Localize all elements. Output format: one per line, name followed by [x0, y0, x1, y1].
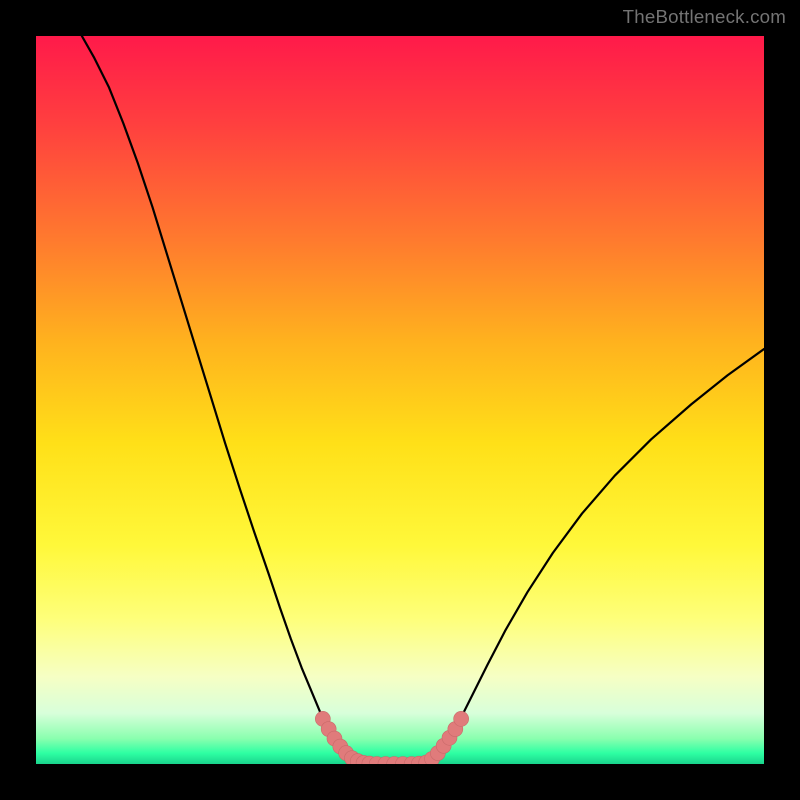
- watermark: TheBottleneck.com: [623, 6, 786, 28]
- chart-frame: TheBottleneck.com: [0, 0, 800, 800]
- chart-svg: [0, 0, 800, 800]
- marker-right: [454, 711, 469, 726]
- plot-background: [36, 36, 764, 764]
